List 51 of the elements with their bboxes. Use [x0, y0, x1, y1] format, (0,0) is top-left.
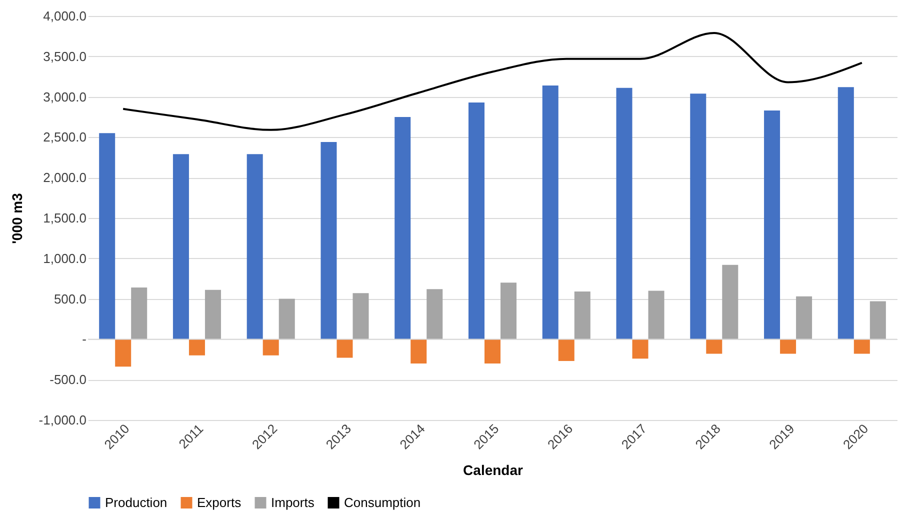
legend-label: Consumption [344, 494, 421, 510]
y-tick-label: - [82, 332, 86, 347]
bar [246, 154, 263, 340]
y-tick-label: 4,000.0 [43, 8, 86, 24]
bar [632, 339, 648, 359]
y-tick-label: -1,000.0 [38, 412, 86, 428]
legend-label: Production [105, 494, 168, 510]
y-tick-label: 500.0 [54, 291, 86, 306]
bar [780, 339, 796, 354]
bar [204, 290, 221, 340]
bar [558, 339, 574, 362]
bar [172, 154, 189, 340]
bar [500, 282, 517, 340]
legend-label: Imports [271, 494, 315, 510]
bar [690, 94, 706, 340]
legend-label: Exports [197, 494, 242, 510]
bar [854, 339, 870, 354]
bar [706, 339, 722, 354]
bar [352, 293, 369, 340]
x-axis-title: Calendar [463, 462, 524, 478]
bar [722, 264, 738, 340]
bar [484, 339, 501, 364]
bar [320, 142, 337, 340]
bar [838, 87, 854, 340]
bar [99, 133, 116, 340]
bar [394, 117, 411, 340]
bar [764, 110, 780, 340]
bar [278, 298, 295, 340]
bar [426, 289, 443, 340]
bar [796, 296, 812, 340]
y-tick-label: -500.0 [50, 372, 86, 388]
bar [542, 85, 558, 340]
bar [870, 301, 886, 340]
bar [574, 292, 590, 340]
bar [336, 339, 353, 358]
y-tick-label: 2,500.0 [43, 130, 86, 145]
y-tick-label: 3,500.0 [43, 48, 86, 64]
y-tick-label: 2,000.0 [43, 170, 86, 186]
y-axis-title: '000 m3 [8, 192, 25, 244]
bar [188, 339, 205, 356]
line-series [122, 32, 863, 131]
y-tick-label: 1,000.0 [43, 250, 86, 266]
bar [115, 339, 132, 367]
bar [131, 287, 148, 340]
bar [468, 102, 484, 340]
y-tick-label: 1,500.0 [43, 210, 86, 226]
bar [410, 339, 427, 364]
bar [648, 290, 664, 340]
bar [262, 339, 279, 356]
y-tick-label: 3,000.0 [43, 89, 86, 104]
bar [616, 88, 632, 340]
